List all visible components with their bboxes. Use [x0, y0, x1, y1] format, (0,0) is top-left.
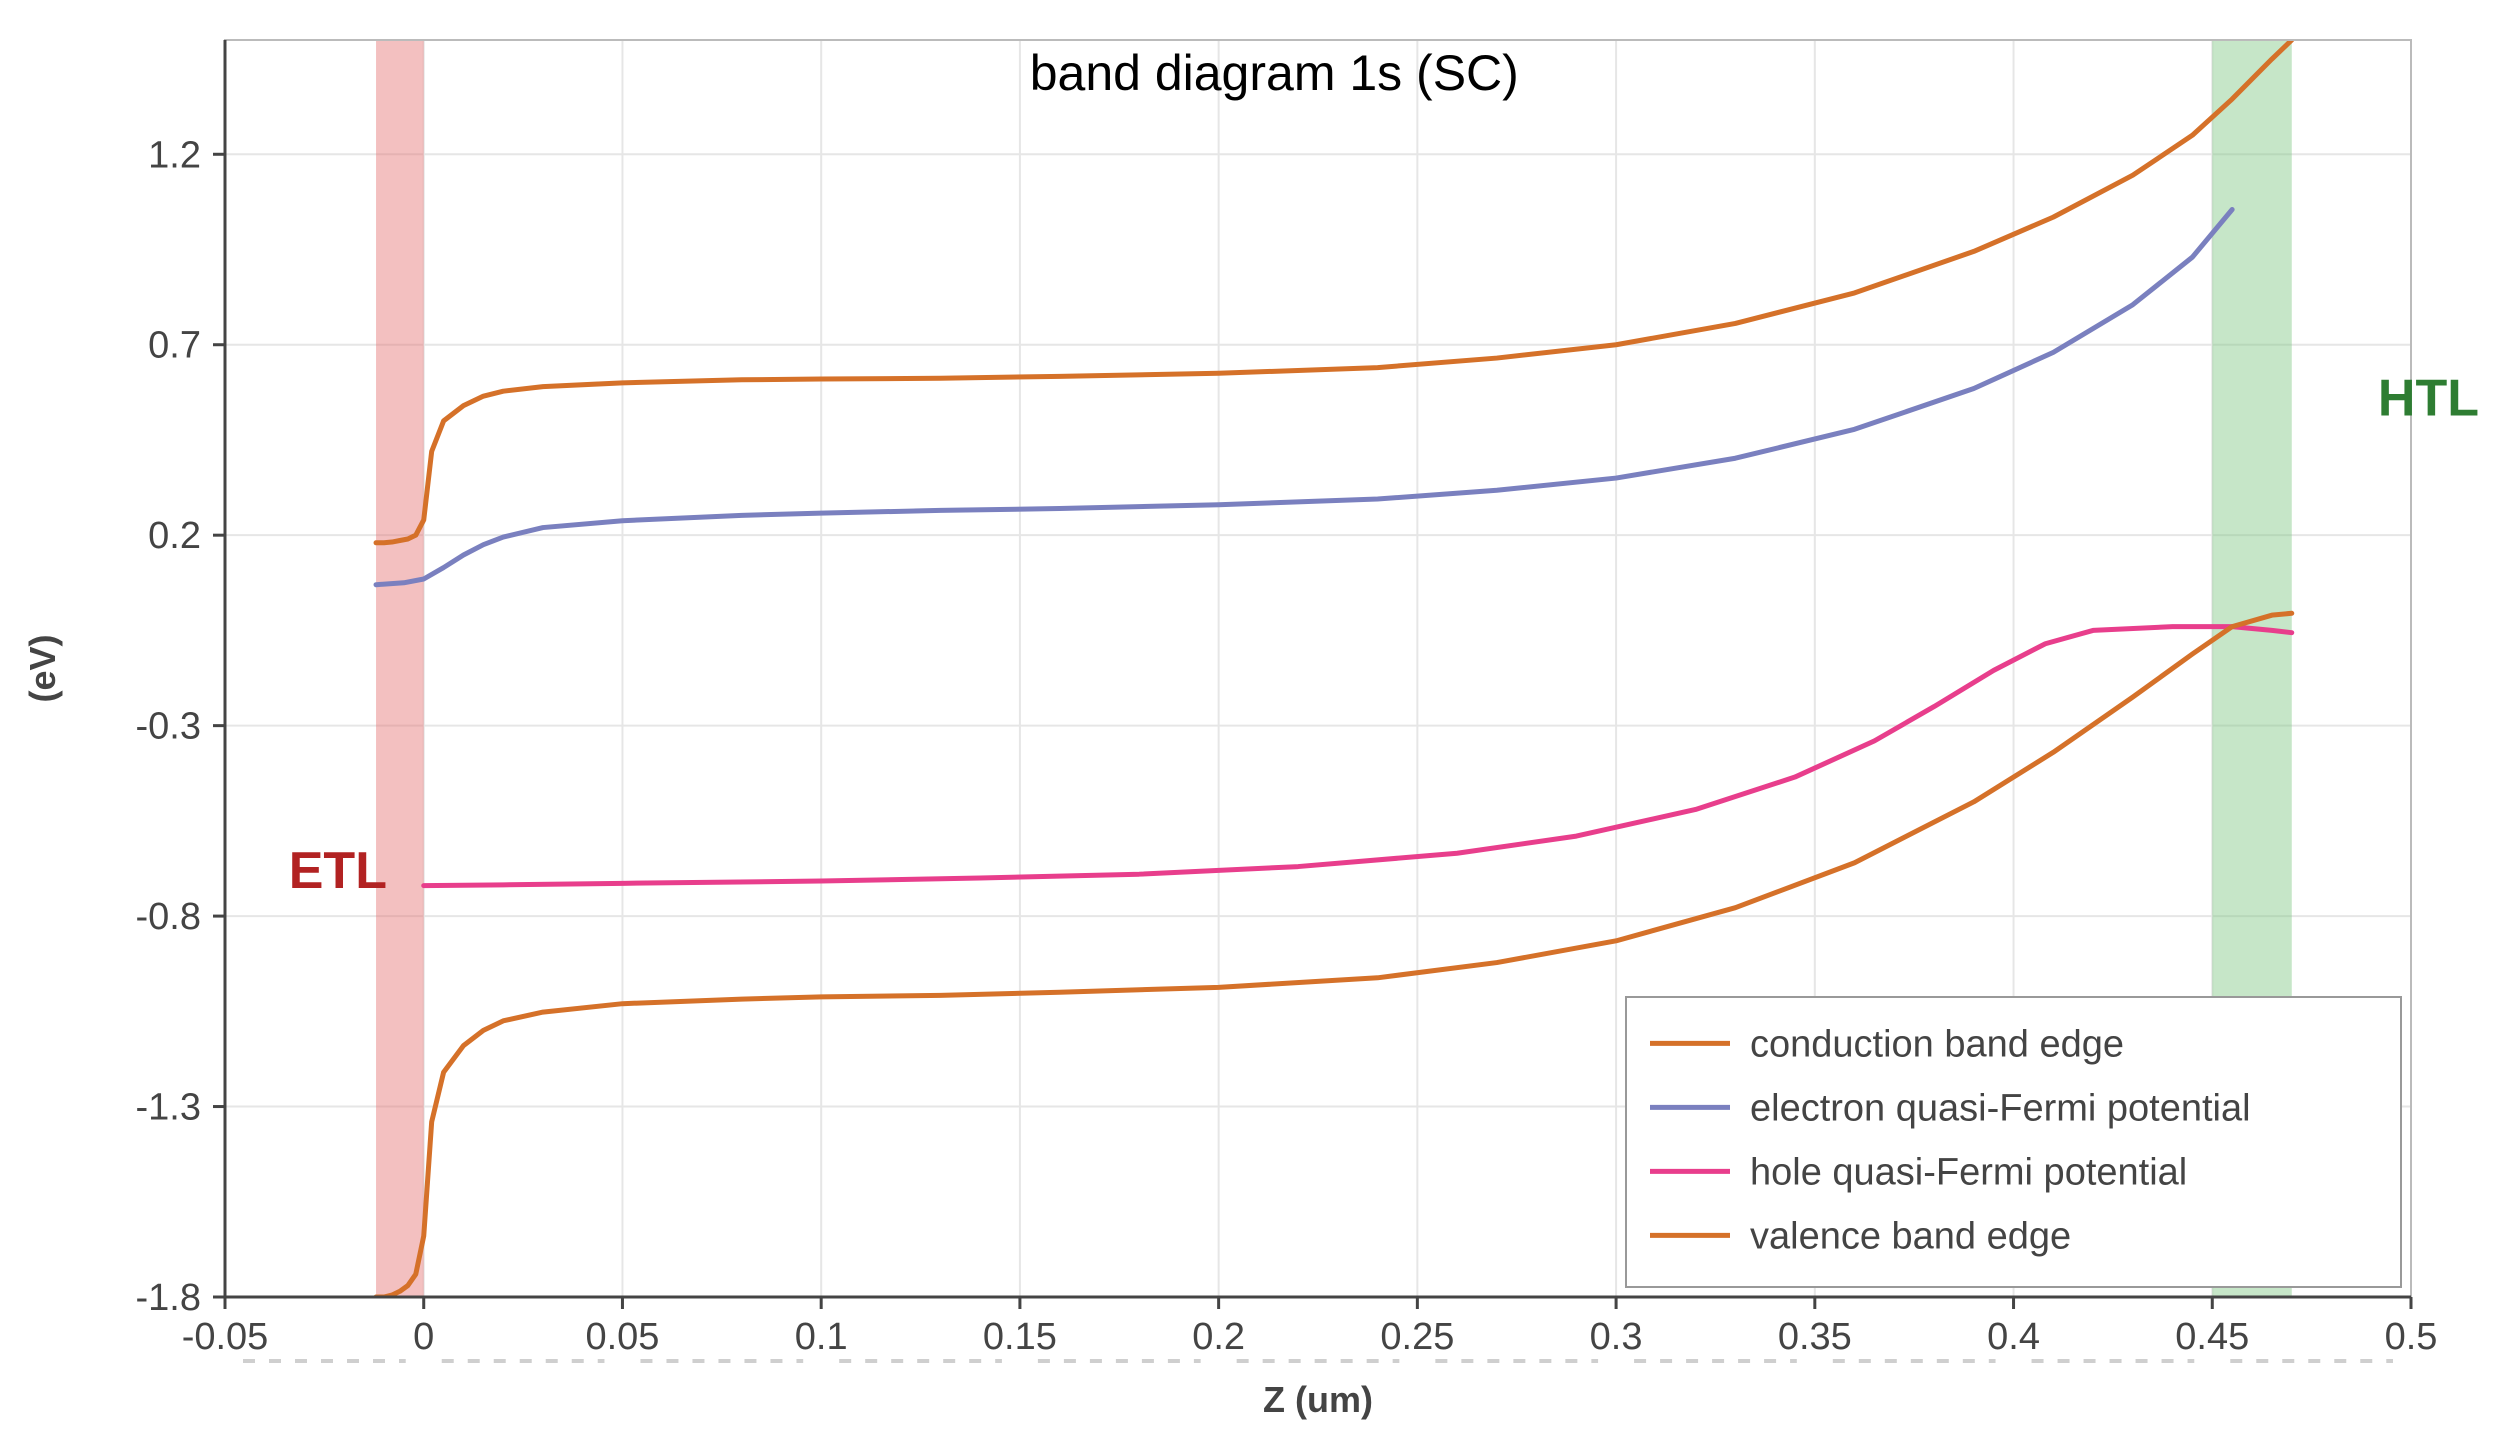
x-tick-label: 0.3	[1590, 1316, 1643, 1358]
x-tick-label: 0.4	[1987, 1316, 2040, 1358]
y-tick-label: 1.2	[148, 134, 201, 176]
x-tick-label: 0.2	[1192, 1316, 1245, 1358]
x-tick-label: 0.45	[2175, 1316, 2249, 1358]
legend: conduction band edge electron quasi-Fermi…	[1626, 997, 2401, 1287]
x-tick-label: 0.15	[983, 1316, 1057, 1358]
x-tick-label: 0.35	[1778, 1316, 1852, 1358]
chart-title: band diagram 1s (SC)	[1030, 45, 1519, 101]
x-tick-label: 0.5	[2385, 1316, 2438, 1358]
y-axis-label: (eV)	[22, 634, 63, 702]
x-tick-label: 0.1	[795, 1316, 848, 1358]
y-tick-label: -0.8	[136, 896, 201, 938]
y-tick-label: 0.7	[148, 325, 201, 367]
annotation-label: HTL	[2378, 369, 2479, 427]
y-tick-label: -1.3	[136, 1087, 201, 1129]
legend-label: valence band edge	[1750, 1216, 2071, 1258]
y-tick-label: -1.8	[136, 1277, 201, 1319]
legend-label: conduction band edge	[1750, 1024, 2124, 1066]
x-tick-label: -0.05	[182, 1316, 269, 1358]
shaded-region	[376, 40, 424, 1297]
band-diagram-chart: -0.05 0 0.05 0.1 0.15 0.2 0.25 0.3 0.35 0.4 0.45 0.…	[0, 0, 2511, 1432]
x-axis-label: Z (um)	[1263, 1379, 1373, 1420]
chart-svg: -0.05 0 0.05 0.1 0.15 0.2 0.25 0.3 0.35 0.4 0.45 0.…	[0, 0, 2511, 1432]
y-tick-label: -0.3	[136, 706, 201, 748]
x-tick-label: 0.05	[585, 1316, 659, 1358]
annotation-label: ETL	[289, 842, 387, 900]
x-tick-label: 0.25	[1380, 1316, 1454, 1358]
y-tick-label: 0.2	[148, 515, 201, 557]
x-tick-label: 0	[413, 1316, 434, 1358]
legend-label: electron quasi-Fermi potential	[1750, 1088, 2251, 1130]
legend-label: hole quasi-Fermi potential	[1750, 1152, 2187, 1194]
